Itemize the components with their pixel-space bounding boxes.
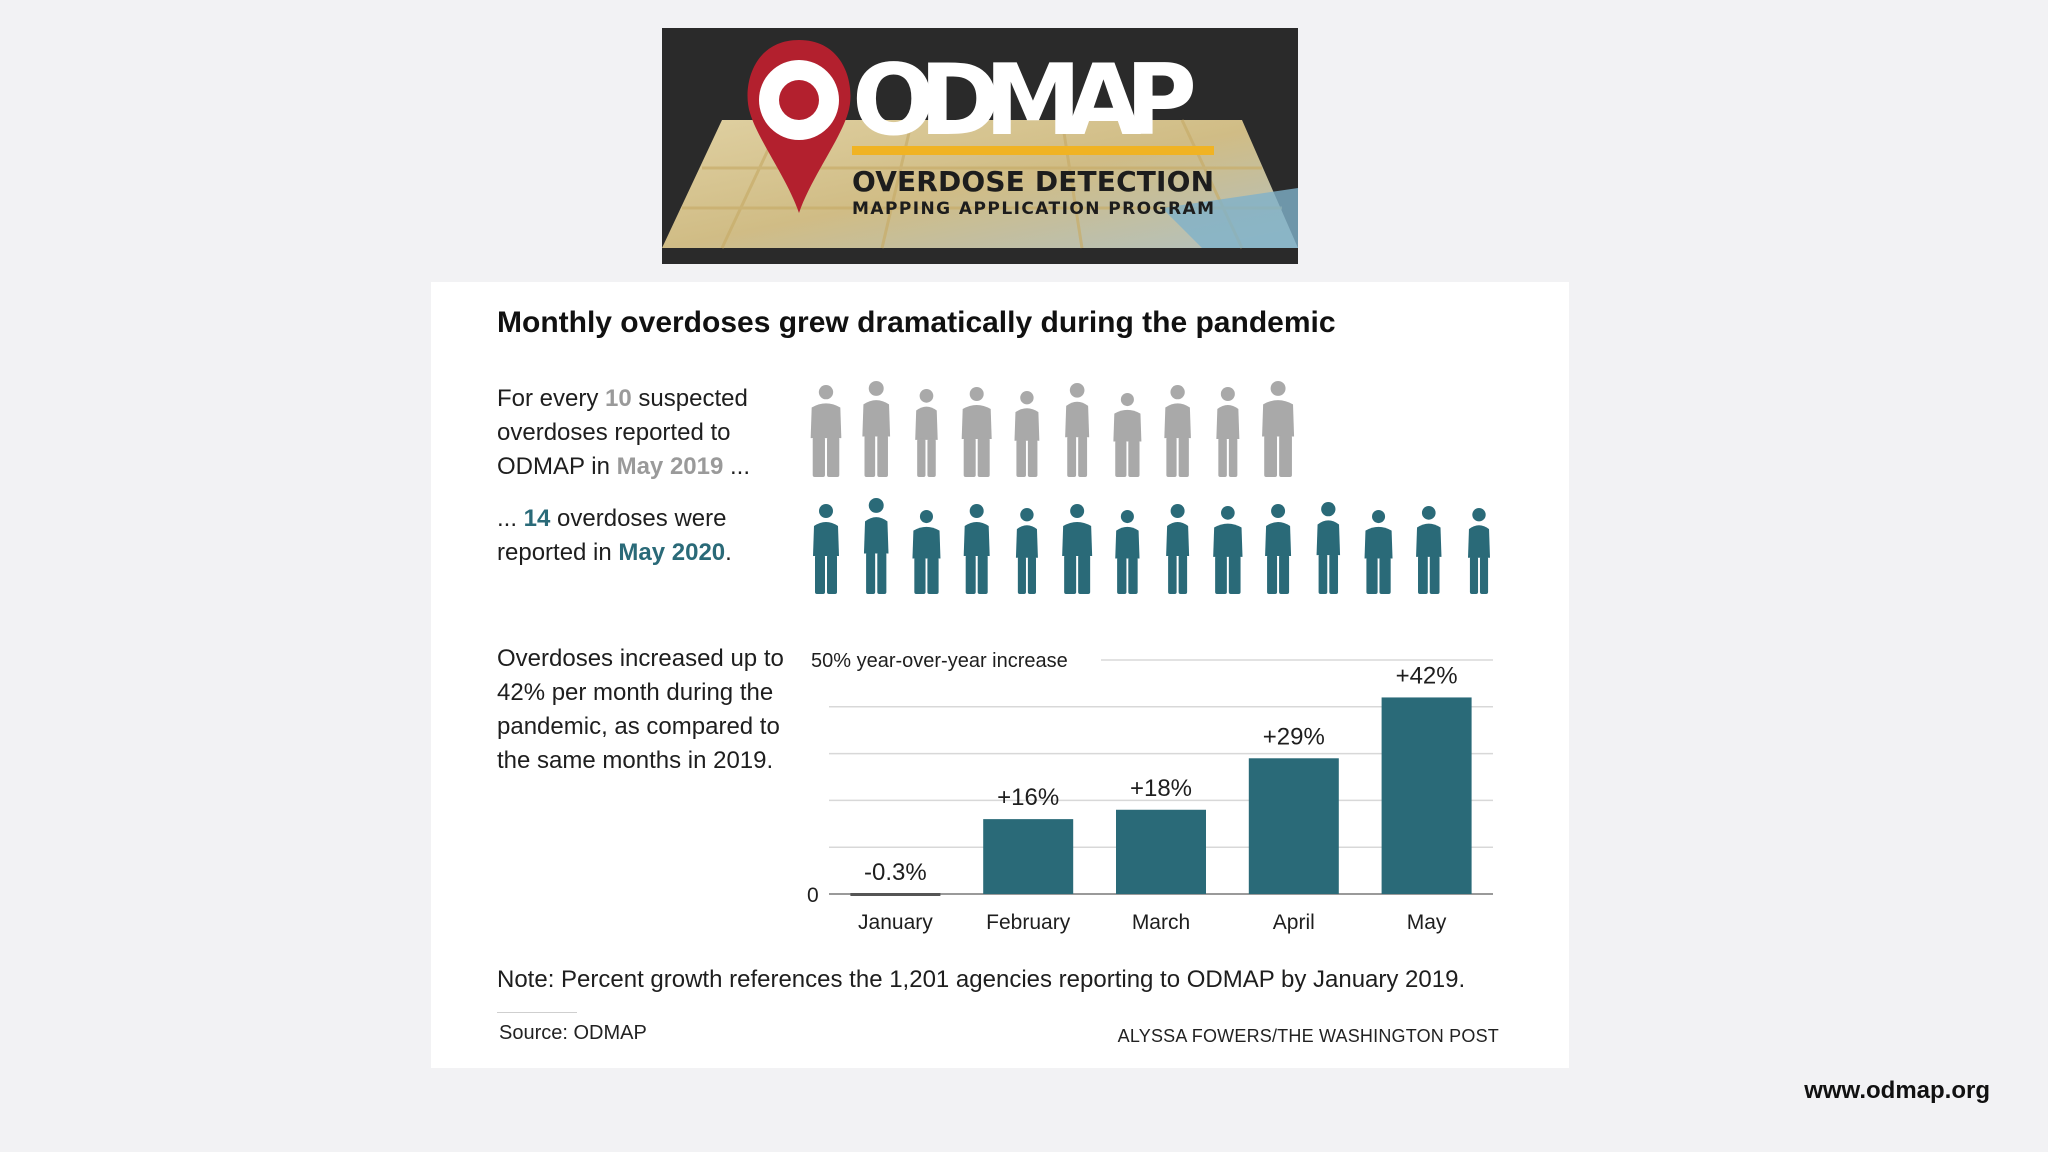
bar-january <box>850 893 941 896</box>
category-label: January <box>858 911 933 934</box>
chart-credit: ALYSSA FOWERS/THE WASHINGTON POST <box>1117 1026 1499 1046</box>
person-icon <box>1262 381 1295 477</box>
person-icon <box>1065 383 1090 477</box>
person-icon <box>862 381 891 477</box>
category-label: February <box>986 911 1071 934</box>
blurb-may-2020: ... 14 overdoses were reported in May 20… <box>497 502 797 570</box>
category-label: May <box>1407 911 1447 934</box>
category-label: March <box>1132 911 1190 934</box>
person-icon <box>1164 385 1191 477</box>
blurb1-post: ... <box>723 453 751 480</box>
person-icon <box>1113 393 1142 477</box>
chart-title: Monthly overdoses grew dramatically duri… <box>497 306 1336 339</box>
top-gridline-label: 50% year-over-year increase <box>811 650 1068 672</box>
logo-accent-rule <box>852 146 1214 155</box>
person-icon <box>1316 502 1341 594</box>
note-divider <box>497 1012 577 1013</box>
bar-february <box>983 819 1074 894</box>
chart-source: Source: ODMAP <box>499 1022 647 1044</box>
blurb2-date: May 2020 <box>618 539 726 566</box>
blurb2-post: . <box>725 539 732 566</box>
person-icon <box>1014 391 1040 477</box>
odmap-logo-banner: ODMAP OVERDOSE DETECTION MAPPING APPLICA… <box>662 28 1298 264</box>
blurb2-mid: overdoses were reported in <box>497 505 727 566</box>
logo-line1: OVERDOSE DETECTION <box>852 165 1214 198</box>
blurb1-count: 10 <box>605 385 632 412</box>
person-icon <box>963 504 990 594</box>
person-icon <box>1416 506 1442 594</box>
person-icon <box>912 510 941 594</box>
person-icon <box>1213 506 1243 594</box>
bar-may <box>1381 697 1472 894</box>
blurb1-date: May 2019 <box>616 453 724 480</box>
bar-april <box>1248 758 1339 894</box>
bar-value-label: +42% <box>1396 662 1458 689</box>
logo-wordmark: ODMAP <box>852 44 1197 158</box>
blurb-increase: Overdoses increased up to 42% per month … <box>497 645 784 774</box>
person-icon <box>1015 508 1038 594</box>
person-icon <box>1166 504 1190 594</box>
odmap-logo: ODMAP OVERDOSE DETECTION MAPPING APPLICA… <box>662 28 1298 264</box>
blurb1-mid: suspected overdoses reported to ODMAP in <box>497 385 748 480</box>
person-icon <box>813 504 839 594</box>
chart-note: Note: Percent growth references the 1,20… <box>497 966 1466 993</box>
people-pictogram <box>810 381 1490 594</box>
bar-march <box>1116 809 1206 894</box>
blurb1-pre: For every <box>497 385 606 412</box>
blurb2-count: 14 <box>523 505 551 532</box>
person-icon <box>915 389 938 477</box>
bar-value-label: -0.3% <box>864 859 927 886</box>
person-icon <box>1216 387 1240 477</box>
category-label: April <box>1273 911 1315 934</box>
website-url: www.odmap.org <box>1804 1077 1990 1104</box>
bar-value-label: +16% <box>997 784 1059 811</box>
person-icon <box>1364 510 1393 594</box>
blurb2-pre: ... <box>497 505 524 532</box>
person-icon <box>810 385 842 477</box>
person-icon <box>1265 504 1292 594</box>
blurb-may-2019: For every 10 suspected overdoses reporte… <box>497 382 797 484</box>
zero-tick-label: 0 <box>807 884 819 907</box>
person-icon <box>1062 504 1093 594</box>
person-icon <box>1115 510 1140 594</box>
bar-value-label: +29% <box>1263 723 1325 750</box>
infographic-card: Monthly overdoses grew dramatically duri… <box>431 282 1569 1068</box>
bar-value-label: +18% <box>1130 775 1192 802</box>
person-icon <box>863 498 889 594</box>
logo-line2: MAPPING APPLICATION PROGRAM <box>852 199 1214 219</box>
person-icon <box>1468 508 1490 594</box>
person-icon <box>961 387 992 477</box>
